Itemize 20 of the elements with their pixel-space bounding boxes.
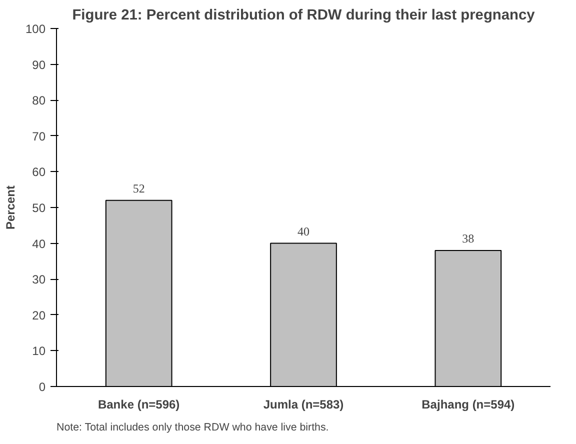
y-tick-label: 30	[32, 272, 46, 287]
y-tick-label: 20	[32, 308, 46, 322]
chart-title: Figure 21: Percent distribution of RDW during their last pregnancy	[72, 8, 536, 24]
x-tick-label: Banke (n=596)	[98, 398, 180, 412]
y-tick-label: 50	[32, 201, 46, 215]
y-axis-title: Percent	[3, 185, 18, 230]
y-tick-label: 80	[32, 94, 46, 108]
y-tick-label: 40	[32, 236, 46, 251]
data-label: 40	[298, 224, 310, 238]
y-tick-label: 60	[32, 165, 46, 180]
y-tick-label: 100	[25, 22, 46, 36]
y-tick-label: 0	[38, 380, 46, 394]
y-tick-label: 90	[32, 58, 46, 72]
x-tick-label: Bajhang (n=594)	[422, 398, 515, 412]
y-tick-label: 10	[32, 344, 46, 358]
y-tick-label: 70	[32, 129, 46, 144]
data-label: 52	[132, 181, 145, 196]
x-tick-label: Jumla (n=583)	[263, 398, 344, 412]
text: Note: Total includes only those RDW who have live births.	[56, 422, 329, 434]
data-label: 38	[462, 231, 474, 246]
